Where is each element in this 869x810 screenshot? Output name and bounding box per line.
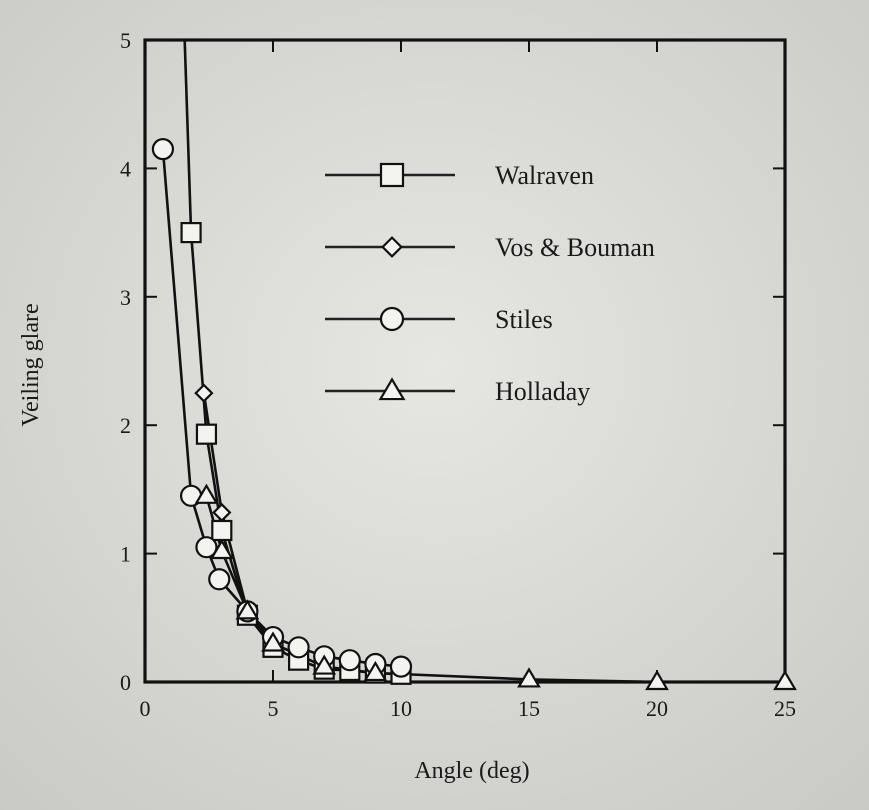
circle-marker xyxy=(338,649,361,672)
diamond-marker xyxy=(381,236,403,258)
x-tick-label: 20 xyxy=(646,696,668,721)
triangle-marker xyxy=(209,538,234,560)
triangle-marker xyxy=(645,669,669,691)
y-axis-label: Veiling glare xyxy=(18,303,44,426)
diamond-marker xyxy=(212,502,232,523)
y-tick-label: 4 xyxy=(120,156,131,181)
square-marker xyxy=(379,162,405,188)
y-axis-ticks: 0 1 2 3 4 5 xyxy=(120,28,785,695)
legend-item: Vos & Bouman xyxy=(325,233,655,262)
x-axis-ticks: 0 5 10 15 20 25 xyxy=(140,40,796,721)
x-tick-label: 15 xyxy=(518,696,540,721)
legend-item: Holladay xyxy=(325,377,590,406)
circle-marker xyxy=(379,306,405,332)
plot-border xyxy=(143,38,787,684)
triangle-marker xyxy=(194,483,219,504)
square-marker xyxy=(195,423,218,445)
legend-label: Holladay xyxy=(495,377,590,406)
x-axis-label: Angle (deg) xyxy=(414,758,529,784)
triangle-marker xyxy=(378,377,406,401)
series-markers xyxy=(151,138,797,691)
y-tick-label: 1 xyxy=(120,542,131,567)
legend-label: Vos & Bouman xyxy=(495,233,655,262)
square-marker xyxy=(211,519,233,542)
triangle-marker xyxy=(261,631,285,652)
legend-item: Walraven xyxy=(325,161,594,190)
circle-marker xyxy=(287,636,310,659)
triangle-marker xyxy=(363,660,388,682)
square-marker xyxy=(180,222,202,244)
circle-marker xyxy=(389,655,413,678)
circle-marker xyxy=(151,138,175,161)
triangle-marker xyxy=(773,669,797,691)
plot-frame xyxy=(143,38,787,684)
triangle-marker xyxy=(235,599,260,620)
y-tick-label: 5 xyxy=(120,28,131,53)
x-tick-label: 5 xyxy=(268,696,279,721)
legend-label: Walraven xyxy=(495,161,594,190)
y-tick-label: 3 xyxy=(120,285,131,310)
x-tick-label: 0 xyxy=(140,696,151,721)
x-tick-label: 10 xyxy=(390,696,412,721)
y-tick-label: 2 xyxy=(120,413,131,438)
x-tick-label: 25 xyxy=(774,696,796,721)
triangle-marker xyxy=(312,654,337,675)
legend: Walraven Vos & Bouman Stiles Holladay xyxy=(325,161,655,406)
legend-item: Stiles xyxy=(325,305,553,334)
circle-marker xyxy=(208,568,231,591)
legend-label: Stiles xyxy=(495,305,553,334)
triangle-marker xyxy=(517,667,541,688)
diamond-marker xyxy=(194,383,214,403)
circle-marker xyxy=(195,536,218,559)
y-tick-label: 0 xyxy=(120,670,131,695)
